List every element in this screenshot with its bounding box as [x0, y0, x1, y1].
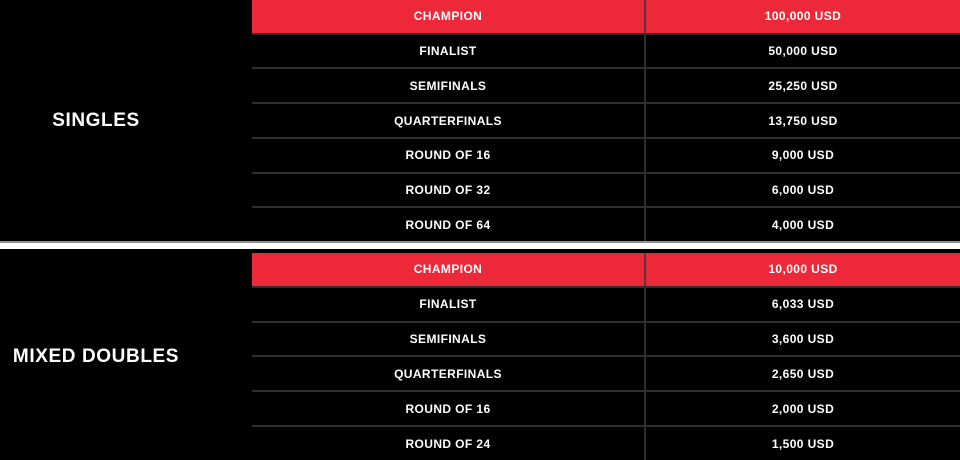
category-label-mixed-doubles: MIXED DOUBLES	[12, 345, 180, 367]
round-cell: ROUND OF 32	[252, 173, 646, 207]
table-row: CHAMPION 100,000 USD	[252, 0, 960, 33]
round-cell: QUARTERFINALS	[252, 357, 646, 391]
round-cell: QUARTERFINALS	[252, 104, 646, 137]
round-cell: ROUND OF 64	[252, 208, 646, 242]
table-row: CHAMPION 10,000 USD	[252, 253, 960, 286]
section-divider	[0, 241, 960, 253]
table-row: FINALIST 6,033 USD	[252, 285, 960, 321]
round-cell: CHAMPION	[252, 0, 646, 33]
table-row: FINALIST 50,000 USD	[252, 32, 960, 68]
mixed-doubles-section: MIXED DOUBLES CHAMPION 10,000 USD FINALI…	[0, 253, 960, 460]
round-cell: FINALIST	[252, 287, 646, 321]
prize-cell: 4,000 USD	[771, 217, 835, 232]
table-row: ROUND OF 24 1,500 USD	[252, 425, 960, 460]
round-cell: SEMIFINALS	[252, 69, 646, 103]
prize-cell: 1,500 USD	[771, 436, 835, 451]
round-cell: SEMIFINALS	[252, 322, 646, 356]
round-cell: ROUND OF 16	[252, 392, 646, 426]
singles-prize-table: CHAMPION 100,000 USD FINALIST 50,000 USD…	[252, 0, 960, 242]
prize-cell: 2,650 USD	[771, 366, 835, 381]
prize-cell: 50,000 USD	[768, 44, 838, 59]
round-cell: ROUND OF 24	[252, 427, 646, 460]
table-row: SEMIFINALS 25,250 USD	[252, 67, 960, 103]
table-row: ROUND OF 64 4,000 USD	[252, 206, 960, 242]
prize-cell: 13,750 USD	[768, 113, 838, 128]
mixed-doubles-prize-table: CHAMPION 10,000 USD FINALIST 6,033 USD S…	[252, 253, 960, 460]
round-cell: ROUND OF 16	[252, 138, 646, 172]
prize-cell: 6,000 USD	[771, 182, 835, 197]
category-cell-singles: SINGLES	[0, 0, 252, 241]
table-row: ROUND OF 16 9,000 USD	[252, 136, 960, 172]
table-row: QUARTERFINALS 2,650 USD	[252, 355, 960, 391]
prize-cell: 10,000 USD	[768, 262, 838, 277]
category-label-singles: SINGLES	[52, 109, 140, 131]
prize-cell: 25,250 USD	[768, 78, 838, 93]
table-row: ROUND OF 32 6,000 USD	[252, 171, 960, 207]
singles-section: SINGLES CHAMPION 100,000 USD FINALIST 50…	[0, 0, 960, 242]
prize-cell: 2,000 USD	[771, 401, 835, 416]
prize-cell: 9,000 USD	[771, 148, 835, 163]
table-row: ROUND OF 16 2,000 USD	[252, 390, 960, 426]
prize-cell: 100,000 USD	[764, 9, 842, 24]
prize-cell: 3,600 USD	[771, 332, 835, 347]
prize-cell: 6,033 USD	[771, 297, 835, 312]
round-cell: FINALIST	[252, 34, 646, 68]
category-cell-mixed-doubles: MIXED DOUBLES	[0, 253, 252, 460]
table-row: QUARTERFINALS 13,750 USD	[252, 102, 960, 137]
table-row: SEMIFINALS 3,600 USD	[252, 320, 960, 356]
round-cell: CHAMPION	[252, 253, 646, 286]
